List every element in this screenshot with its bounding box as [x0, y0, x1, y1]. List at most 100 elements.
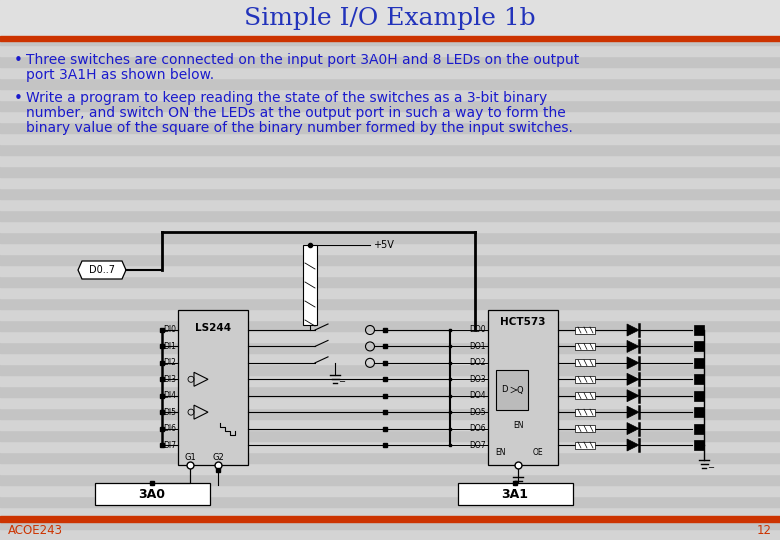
Bar: [694, 374, 704, 384]
Polygon shape: [627, 340, 639, 353]
Bar: [95, 483, 210, 505]
Text: •: •: [14, 91, 23, 106]
Polygon shape: [627, 439, 639, 451]
Bar: [0, 353, 780, 364]
Text: EN: EN: [495, 448, 505, 457]
Bar: [0, 34, 780, 45]
Bar: [0, 89, 780, 100]
Bar: [0, 67, 780, 78]
Text: −: −: [338, 377, 345, 386]
Bar: [575, 425, 595, 432]
Bar: [303, 245, 317, 325]
Bar: [458, 483, 573, 505]
Text: G1: G1: [184, 453, 196, 462]
Bar: [0, 188, 780, 199]
Bar: [0, 430, 780, 441]
Bar: [0, 474, 780, 485]
Text: LS244: LS244: [195, 323, 231, 333]
Bar: [694, 391, 704, 401]
Bar: [575, 343, 595, 350]
Text: DO0: DO0: [470, 326, 486, 334]
Text: EN: EN: [512, 421, 523, 429]
Bar: [0, 441, 780, 452]
Bar: [0, 287, 780, 298]
Bar: [0, 485, 780, 496]
Text: DO4: DO4: [470, 391, 486, 400]
Bar: [178, 310, 248, 465]
Bar: [0, 342, 780, 353]
Polygon shape: [627, 406, 639, 418]
Text: DI1: DI1: [163, 342, 176, 351]
Polygon shape: [78, 261, 126, 279]
Text: DO5: DO5: [470, 408, 486, 417]
Bar: [0, 111, 780, 122]
Bar: [0, 309, 780, 320]
Text: DI5: DI5: [163, 408, 176, 417]
Polygon shape: [627, 373, 639, 385]
Text: binary value of the square of the binary number formed by the input switches.: binary value of the square of the binary…: [26, 121, 573, 135]
Text: Three switches are connected on the input port 3A0H and 8 LEDs on the output: Three switches are connected on the inpu…: [26, 53, 580, 67]
Text: DO3: DO3: [470, 375, 486, 384]
Bar: [0, 452, 780, 463]
Bar: [694, 423, 704, 434]
Bar: [0, 516, 780, 522]
Bar: [0, 133, 780, 144]
Text: DI4: DI4: [163, 391, 176, 400]
Bar: [0, 298, 780, 309]
Bar: [575, 409, 595, 416]
Bar: [0, 386, 780, 397]
Bar: [0, 0, 780, 1]
Text: DI0: DI0: [163, 326, 176, 334]
Bar: [0, 232, 780, 243]
Bar: [0, 364, 780, 375]
Text: 3A1: 3A1: [502, 488, 529, 501]
Bar: [0, 56, 780, 67]
Bar: [0, 45, 780, 56]
Text: Simple I/O Example 1b: Simple I/O Example 1b: [244, 8, 536, 30]
Text: OE: OE: [533, 448, 544, 457]
Bar: [575, 327, 595, 334]
Text: D0..7: D0..7: [89, 265, 115, 275]
Bar: [0, 144, 780, 155]
Text: −: −: [707, 463, 714, 472]
Bar: [694, 358, 704, 368]
Bar: [0, 23, 780, 34]
Polygon shape: [627, 390, 639, 402]
Bar: [694, 341, 704, 352]
Bar: [0, 496, 780, 507]
Bar: [0, 419, 780, 430]
Text: number, and switch ON the LEDs at the output port in such a way to form the: number, and switch ON the LEDs at the ou…: [26, 106, 566, 120]
Text: port 3A1H as shown below.: port 3A1H as shown below.: [26, 68, 215, 82]
Polygon shape: [627, 357, 639, 369]
Text: +5V: +5V: [373, 240, 394, 250]
Bar: [0, 78, 780, 89]
Bar: [0, 463, 780, 474]
Bar: [496, 370, 528, 410]
Bar: [0, 122, 780, 133]
Bar: [0, 518, 780, 529]
Bar: [575, 392, 595, 399]
Bar: [0, 408, 780, 419]
Text: DO2: DO2: [470, 359, 486, 367]
Bar: [0, 0, 780, 37]
Bar: [0, 507, 780, 518]
Text: DO6: DO6: [470, 424, 486, 433]
Text: G2: G2: [212, 453, 224, 462]
Bar: [575, 442, 595, 449]
Text: HCT573: HCT573: [500, 317, 546, 327]
Text: 12: 12: [757, 523, 772, 537]
Bar: [0, 100, 780, 111]
Bar: [0, 199, 780, 210]
Text: •: •: [14, 53, 23, 68]
Polygon shape: [627, 423, 639, 435]
Bar: [0, 243, 780, 254]
Text: D: D: [501, 386, 507, 395]
Bar: [694, 440, 704, 450]
Bar: [0, 320, 780, 331]
Bar: [0, 276, 780, 287]
Bar: [694, 325, 704, 335]
Bar: [0, 254, 780, 265]
Bar: [0, 12, 780, 23]
Polygon shape: [627, 324, 639, 336]
Text: DO1: DO1: [470, 342, 486, 351]
